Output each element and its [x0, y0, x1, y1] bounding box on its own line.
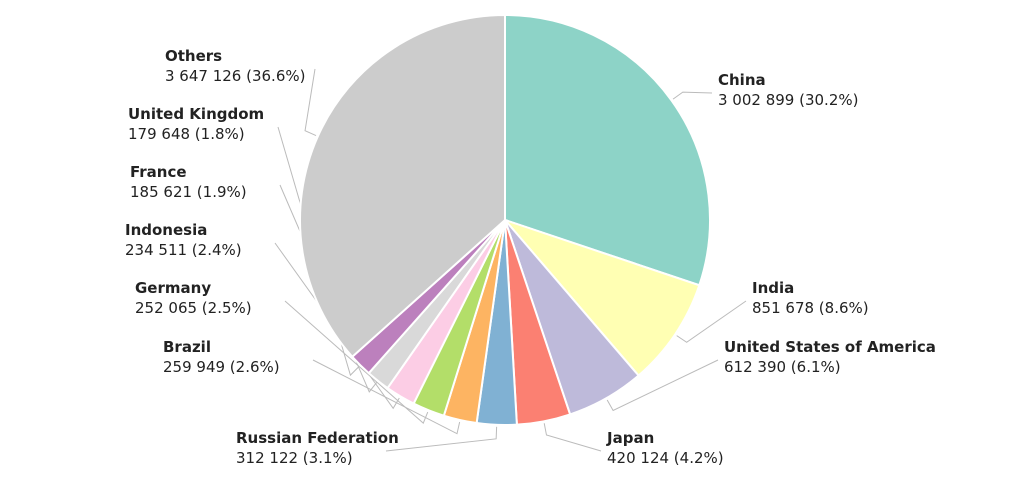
slice-value-label: 259 949 (2.6%) — [163, 358, 280, 376]
leader-line — [672, 91, 713, 100]
slice-value-label: 851 678 (8.6%) — [752, 299, 869, 317]
slice-value-label: 3 647 126 (36.6%) — [165, 67, 305, 85]
slice-label: United States of America — [724, 338, 936, 356]
pie-slice — [504, 13, 711, 287]
slice-label: France — [130, 163, 187, 181]
leader-line — [385, 426, 498, 452]
leader-line — [676, 300, 747, 343]
slice-label: Japan — [606, 429, 654, 447]
slice-value-label: 312 122 (3.1%) — [236, 449, 353, 467]
pie-slice — [501, 217, 701, 377]
slice-label: United Kingdom — [128, 105, 264, 123]
slice-value-label: 612 390 (6.1%) — [724, 358, 841, 376]
pie-slice — [299, 13, 506, 359]
slice-label: Indonesia — [125, 221, 207, 239]
leader-line — [606, 359, 719, 412]
leader-line — [304, 68, 317, 137]
slice-label: Brazil — [163, 338, 211, 356]
slice-label: Russian Federation — [236, 429, 399, 447]
leader-line — [312, 359, 461, 435]
slice-value-label: 420 124 (4.2%) — [607, 449, 724, 467]
leader-line — [284, 300, 429, 425]
leader-line — [543, 423, 602, 452]
slice-value-label: 252 065 (2.5%) — [135, 299, 252, 317]
slice-value-label: 185 621 (1.9%) — [130, 183, 247, 201]
slice-label: Others — [165, 47, 222, 65]
slice-value-label: 234 511 (2.4%) — [125, 241, 242, 259]
slice-label: India — [752, 279, 794, 297]
slice-label: China — [718, 71, 766, 89]
slice-value-label: 3 002 899 (30.2%) — [718, 91, 858, 109]
slice-value-label: 179 648 (1.8%) — [128, 125, 245, 143]
slice-label: Germany — [135, 279, 211, 297]
